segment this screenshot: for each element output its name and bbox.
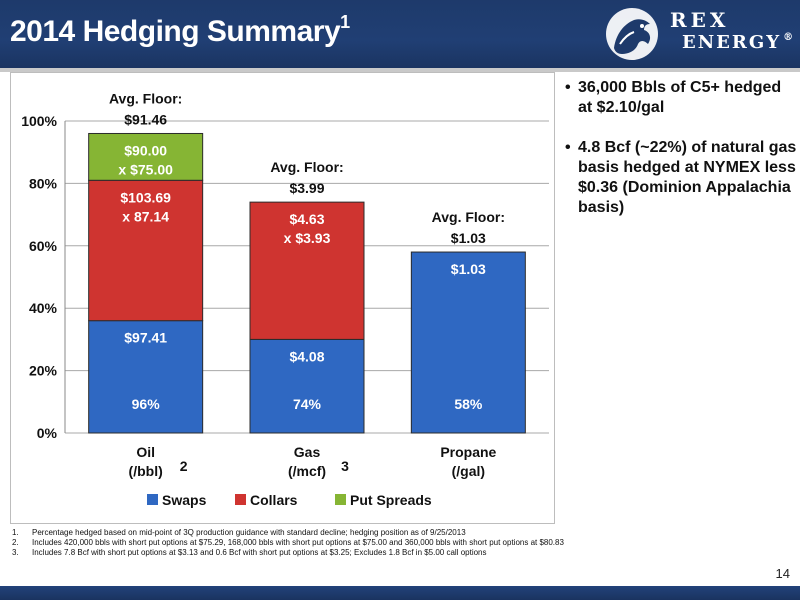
- page-title: 2014 Hedging Summary1: [10, 12, 350, 48]
- floor-label-line2: $91.46: [124, 111, 167, 127]
- footnotes: 1. Percentage hedged based on mid-point o…: [12, 528, 572, 558]
- floor-label-line1: Avg. Floor:: [432, 209, 505, 225]
- title-footnote-marker: 1: [340, 12, 350, 32]
- x-tick-label: (/mcf): [288, 463, 326, 479]
- header-bar: 2014 Hedging Summary1 REX ENERGY ®: [0, 0, 800, 68]
- legend-label: Put Spreads: [350, 492, 432, 508]
- x-tick-label: (/gal): [452, 463, 485, 479]
- bar-value-label: $103.69: [120, 189, 171, 205]
- bar-segment-collars: [249, 201, 365, 340]
- bar-value-label: x 87.14: [122, 208, 169, 224]
- bar-value-label: $4.63: [289, 211, 324, 227]
- x-tick-label: (/bbl): [129, 463, 163, 479]
- footnote-item: 1. Percentage hedged based on mid-point o…: [12, 528, 466, 537]
- bullet-dot-icon: •: [565, 139, 571, 156]
- bullet-list: • 36,000 Bbls of C5+ hedged at $2.10/gal …: [565, 78, 797, 238]
- rex-energy-logo: REX ENERGY ®: [600, 4, 796, 64]
- bar-value-label: x $3.93: [284, 230, 331, 246]
- bar-value-label: $90.00: [124, 142, 167, 158]
- hedging-bar-chart: 0% 20% 40% 60% 80% 100% $97.41 $103.69 x 87.14 $9…: [21, 90, 549, 508]
- legend-label: Swaps: [162, 492, 207, 508]
- chart-frame: 0% 20% 40% 60% 80% 100% $97.41 $103.69 x 87.14 $9…: [10, 72, 555, 524]
- bar-segment-swaps: [88, 320, 204, 434]
- bar-segment-collars: [88, 179, 204, 322]
- legend-swatch: [147, 494, 158, 505]
- bar-value-label: $4.08: [289, 348, 324, 364]
- logo-text-rex: REX: [670, 8, 730, 32]
- x-tick-footnote-marker: 3: [341, 458, 349, 474]
- registered-mark: ®: [783, 32, 796, 43]
- bullet-dot-icon: •: [565, 79, 571, 96]
- bar-total-label: 58%: [454, 396, 483, 412]
- dinosaur-logo-icon: [606, 8, 658, 60]
- floor-label-line1: Avg. Floor:: [109, 90, 182, 106]
- header-rule: [0, 68, 800, 72]
- bar-value-label: $1.03: [451, 261, 486, 277]
- floor-label-line2: $3.99: [289, 180, 324, 196]
- x-tick-footnote-marker: 2: [180, 458, 188, 474]
- bar-total-label: 74%: [293, 396, 322, 412]
- bar-segment-put-spreads: [88, 132, 204, 181]
- y-tick-label: 100%: [21, 113, 57, 129]
- y-tick-label: 40%: [29, 300, 58, 316]
- footer-bar: [0, 586, 800, 600]
- bar-value-label: $97.41: [124, 330, 167, 346]
- bullet-item: • 4.8 Bcf (~22%) of natural gas basis hed…: [565, 139, 797, 216]
- y-tick-label: 80%: [29, 175, 58, 191]
- bullet-item: • 36,000 Bbls of C5+ hedged at $2.10/gal: [565, 79, 782, 116]
- floor-label-line1: Avg. Floor:: [270, 159, 343, 175]
- y-tick-label: 60%: [29, 238, 58, 254]
- footnote-item: 3. Includes 7.8 Bcf with short put option…: [12, 548, 487, 557]
- legend-swatch: [335, 494, 346, 505]
- bar-segment-swaps: [249, 338, 365, 434]
- footnote-item: 2. Includes 420,000 bbls with short put o…: [12, 538, 564, 547]
- floor-label-line2: $1.03: [451, 230, 486, 246]
- page-number: 14: [775, 566, 790, 581]
- y-tick-label: 20%: [29, 363, 58, 379]
- bar-segment-swaps: [410, 251, 526, 434]
- x-tick-label: Oil: [136, 444, 155, 460]
- legend-swatch: [235, 494, 246, 505]
- legend-label: Collars: [250, 492, 298, 508]
- bar-value-label: x $75.00: [118, 161, 173, 177]
- y-tick-label: 0%: [37, 425, 58, 441]
- logo-text-energy: ENERGY ®: [682, 32, 796, 53]
- x-tick-label: Gas: [294, 444, 321, 460]
- bar-total-label: 96%: [132, 396, 161, 412]
- x-tick-label: Propane: [440, 444, 496, 460]
